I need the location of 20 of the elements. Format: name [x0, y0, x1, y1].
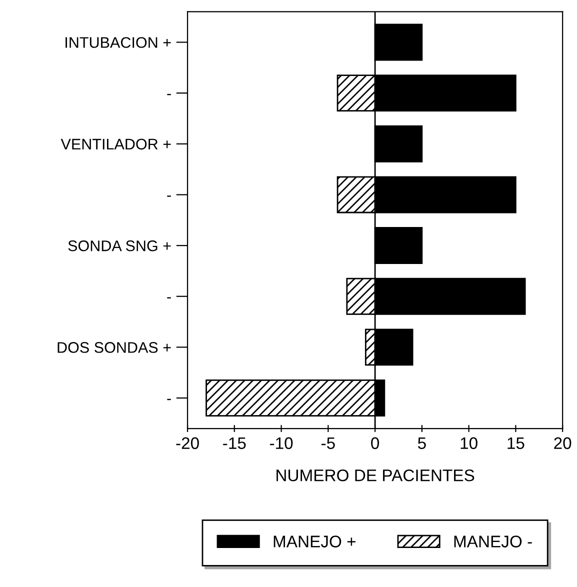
x-tick-label: 20: [554, 437, 572, 450]
x-tick-label: 10: [460, 437, 478, 450]
y-tick-label: -: [167, 94, 171, 96]
x-tick-label: 5: [418, 437, 426, 450]
legend-label: MANEJO -: [454, 536, 532, 548]
x-tick-label: -5: [322, 437, 335, 450]
x-tick-label: -20: [176, 437, 199, 450]
y-tick-label: SONDA SNG +: [68, 240, 171, 252]
y-tick-label: -: [167, 398, 171, 400]
y-tick-label: -: [167, 297, 171, 298]
legend-label: MANEJO +: [274, 536, 356, 548]
x-tick-label: 0: [371, 437, 380, 450]
x-axis-title: NUMERO DE PACIENTES: [276, 469, 474, 482]
y-tick-label: INTUBACION +: [66, 37, 171, 48]
x-tick-label: -10: [270, 437, 293, 450]
x-tick-label: -15: [223, 437, 246, 450]
y-tick-label: -: [167, 196, 171, 197]
y-tick-label: DOS SONDAS +: [58, 342, 171, 353]
x-tick-label: 15: [508, 437, 524, 450]
y-tick-label: VENTILADOR +: [60, 138, 171, 150]
